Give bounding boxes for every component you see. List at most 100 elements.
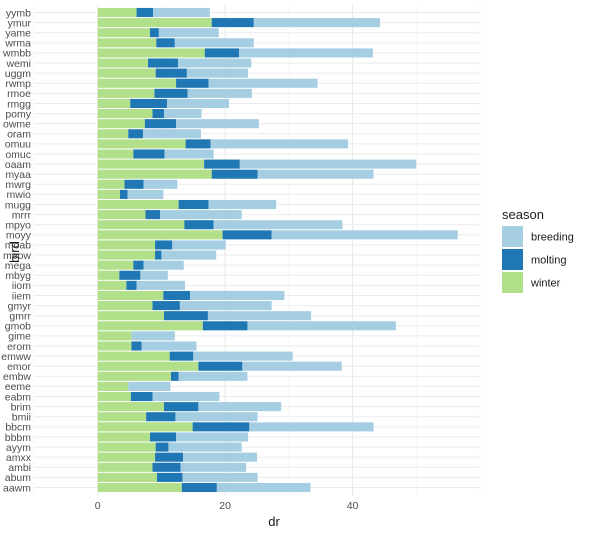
bar-breeding-mwrg	[143, 179, 178, 189]
bar-winter-pomy	[97, 109, 153, 119]
bar-molting-yymb	[136, 7, 154, 18]
bar-molting-oram	[128, 129, 143, 139]
bar-breeding-wemi	[177, 58, 252, 68]
y-tick-label: emww	[1, 351, 31, 363]
bar-winter-oram	[97, 129, 129, 139]
bar-winter-brim	[97, 402, 164, 412]
bar-winter-wmbb	[97, 48, 205, 58]
bar-winter-mega	[97, 260, 134, 270]
bar-breeding-mugg	[208, 199, 277, 210]
bar-winter-abum	[97, 472, 157, 482]
bar-molting-rmoe	[154, 88, 188, 98]
bar-breeding-mwio	[127, 189, 164, 199]
y-tick-label: iiom	[12, 280, 32, 292]
bars	[97, 7, 458, 493]
y-tick-label: mbyg	[5, 270, 31, 282]
y-tick-label: wmbb	[2, 48, 31, 60]
bar-breeding-oram	[142, 129, 201, 139]
bar-breeding-eeme	[128, 381, 171, 391]
bar-breeding-owme	[176, 119, 259, 129]
bar-winter-mpyo	[97, 220, 185, 230]
y-tick-label: yame	[5, 28, 31, 40]
bar-molting-mrrr	[145, 210, 161, 220]
bar-winter-bmii	[97, 412, 147, 422]
bar-molting-erom	[131, 341, 142, 351]
y-tick-label: brim	[11, 401, 32, 413]
y-tick-label: rmgg	[7, 98, 31, 110]
bar-molting-mwio	[120, 189, 128, 199]
bar-breeding-pomy	[163, 109, 202, 119]
bar-breeding-gmrr	[207, 311, 312, 321]
bar-molting-emww	[169, 351, 194, 361]
bar-winter-ayym	[97, 442, 156, 452]
y-tick-label: bmii	[12, 412, 31, 424]
bar-breeding-mrrr	[160, 210, 242, 220]
bar-breeding-gmob	[247, 321, 396, 331]
y-tick-label: amxx	[6, 452, 32, 464]
bar-breeding-gmyr	[179, 301, 272, 311]
y-tick-label: yymb	[6, 7, 31, 19]
bar-molting-eabm	[130, 391, 153, 402]
bar-molting-meow	[155, 250, 162, 260]
y-tick-label: bbbm	[5, 432, 32, 444]
bar-winter-amxx	[97, 452, 156, 462]
bar-molting-abum	[156, 472, 183, 482]
bar-molting-gmrr	[163, 311, 208, 321]
bar-winter-aawm	[97, 482, 182, 493]
bar-breeding-moab	[172, 240, 226, 250]
bar-molting-mbyg	[119, 270, 141, 280]
y-tick-label: rwmp	[5, 78, 31, 90]
bar-molting-mwrg	[124, 179, 144, 189]
y-tick-label: rmoe	[7, 88, 31, 100]
bar-molting-mpyo	[184, 220, 214, 230]
y-tick-label: mugg	[5, 199, 31, 211]
y-tick-label: moyy	[6, 230, 32, 242]
bar-molting-bbbm	[149, 432, 177, 442]
bar-winter-myaa	[97, 169, 212, 179]
bar-breeding-embw	[178, 371, 248, 381]
legend-title: season	[502, 207, 544, 222]
bar-winter-emor	[97, 361, 199, 371]
y-tick-label: mwio	[6, 189, 31, 201]
y-tick-label: abum	[5, 472, 32, 484]
bar-breeding-mega	[143, 260, 184, 270]
bar-breeding-rwmp	[208, 78, 318, 88]
bar-molting-pomy	[152, 109, 164, 119]
bar-breeding-oaam	[239, 159, 417, 169]
bar-winter-oaam	[97, 159, 205, 169]
y-tick-label: uggm	[5, 68, 32, 80]
bar-breeding-emor	[242, 361, 342, 371]
bar-breeding-ayym	[168, 442, 242, 452]
bar-molting-uggm	[155, 68, 187, 78]
bar-winter-omuc	[97, 149, 134, 159]
bar-winter-eeme	[97, 381, 129, 391]
bar-winter-rmgg	[97, 98, 131, 109]
legend-label-winter: winter	[530, 278, 561, 290]
bar-breeding-meow	[161, 250, 217, 260]
y-tick-label: eeme	[5, 381, 31, 393]
bar-molting-ymur	[211, 18, 254, 28]
legend-key-winter	[502, 272, 523, 293]
y-tick-label: omuc	[5, 149, 31, 161]
y-tick-label: gmob	[5, 321, 31, 333]
bar-winter-eabm	[97, 391, 131, 402]
bar-breeding-yame	[158, 28, 219, 38]
bar-winter-moab	[97, 240, 156, 250]
bar-molting-rmgg	[130, 98, 168, 109]
bar-molting-iiom	[126, 280, 137, 290]
bar-winter-omuu	[97, 139, 186, 149]
bar-molting-omuu	[185, 139, 211, 149]
bar-molting-embw	[170, 371, 179, 381]
bar-winter-mrrr	[97, 210, 146, 220]
bar-molting-gmob	[202, 321, 248, 331]
bar-molting-mega	[133, 260, 144, 270]
y-tick-label: moab	[5, 240, 31, 252]
y-tick-label: wrma	[4, 38, 31, 50]
y-tick-label: ayym	[6, 442, 31, 454]
bar-breeding-omuc	[164, 149, 214, 159]
y-tick-labels: yymbymuryamewrmawmbbwemiuggmrwmprmoermgg…	[1, 7, 32, 494]
x-axis-title: dr	[268, 514, 280, 529]
bar-molting-rwmp	[176, 78, 209, 88]
bar-winter-rwmp	[97, 78, 177, 88]
